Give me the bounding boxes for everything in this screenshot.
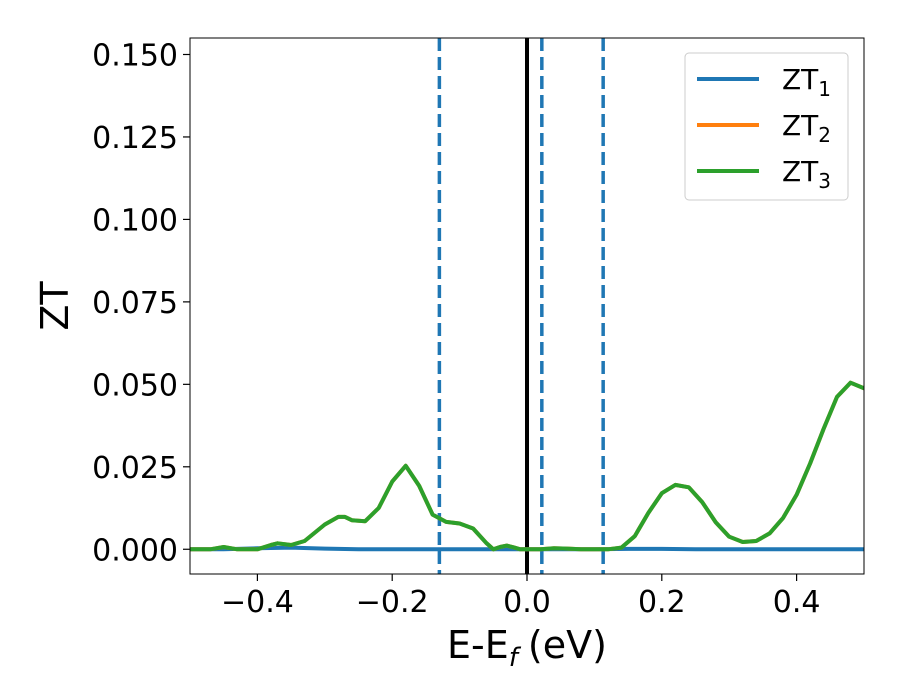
vertical-reference-lines — [437, 38, 605, 574]
x-tick-label: −0.4 — [221, 585, 294, 620]
x-tick-label: 0.2 — [638, 585, 686, 620]
legend-label: ZT2 — [782, 109, 831, 147]
y-tick-label: 0.125 — [92, 121, 178, 156]
y-tick-label: 0.150 — [92, 38, 178, 73]
y-tick-label: 0.050 — [92, 368, 178, 403]
y-tick-label: 0.000 — [92, 533, 178, 568]
series-line-zt3 — [190, 380, 864, 552]
plot-area — [190, 38, 864, 574]
y-axis-label: ZT — [33, 281, 77, 331]
y-tick-label: 0.025 — [92, 451, 178, 486]
x-axis-ticks: −0.4 −0.2 0.0 0.2 0.4 — [221, 574, 820, 620]
x-tick-label: 0.4 — [773, 585, 821, 620]
x-tick-label: −0.2 — [356, 585, 429, 620]
y-tick-label: 0.075 — [92, 286, 178, 321]
legend-box — [684, 52, 849, 201]
x-axis-label: E-Ef (eV) — [447, 623, 607, 673]
y-axis-ticks: 0.000 0.025 0.050 0.075 0.100 0.125 0.150 — [92, 38, 190, 568]
x-tick-label: 0.0 — [503, 585, 551, 620]
y-tick-label: 0.100 — [92, 203, 178, 238]
legend-entry-zt2: ZT2 — [697, 109, 831, 147]
legend-label: ZT1 — [782, 63, 831, 101]
legend-label: ZT3 — [782, 155, 831, 193]
x-axis-label-unit: (eV) — [528, 623, 607, 667]
series-lines — [190, 380, 864, 552]
legend: ZT1 ZT2 ZT3 — [684, 52, 849, 201]
x-axis-label-main: E-E — [447, 623, 509, 667]
legend-entry-zt3: ZT3 — [697, 155, 831, 193]
legend-entry-zt1: ZT1 — [697, 63, 831, 101]
